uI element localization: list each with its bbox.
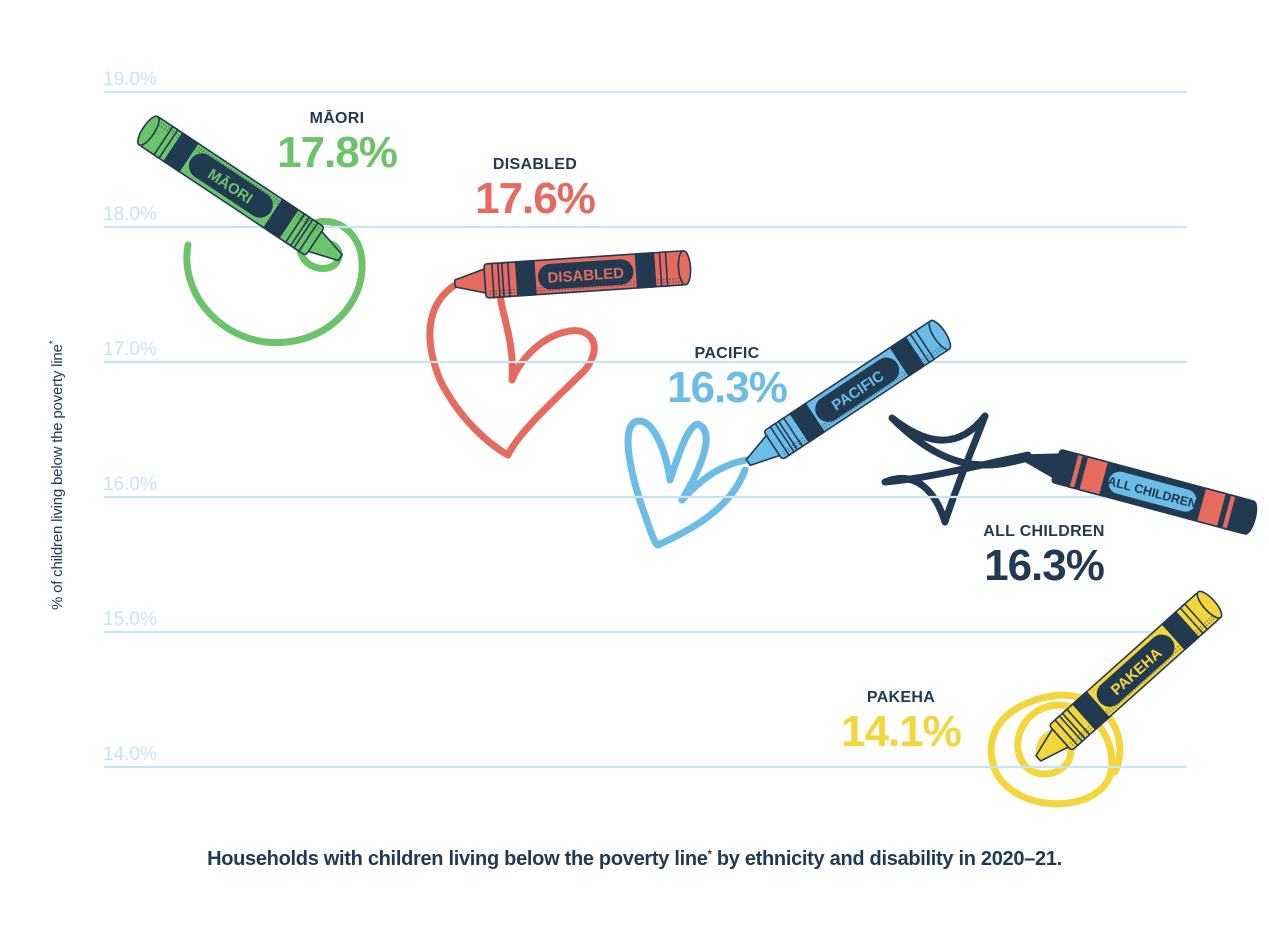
annotation-value: 14.1% (841, 707, 962, 756)
caption-footnote-mark: * (707, 848, 712, 861)
annotation-value: 16.3% (667, 363, 788, 412)
annotation-category: PACIFIC (694, 345, 760, 362)
y-axis-label: % of children living below the poverty l… (48, 341, 66, 610)
annotation-value: 17.6% (475, 174, 596, 223)
annotation-value: 17.8% (277, 128, 398, 177)
chart-caption: Households with children living below th… (0, 848, 1269, 871)
doodle-disabled-heart (426, 281, 598, 459)
annotation-category: PAKEHA (866, 689, 936, 706)
annotation-category: ALL CHILDREN (983, 523, 1105, 540)
crayon-pakeha: PAKEHA (1035, 590, 1223, 762)
crayon-maori: MĀORI (136, 115, 344, 262)
y-tick-18: 18.0% (103, 204, 157, 225)
annotation-maori: MĀORI 17.8% (262, 111, 412, 175)
doodle-pacific-heart (624, 417, 750, 549)
annotation-category: DISABLED (492, 156, 578, 173)
crayon-all-children: ALL CHILDREN (1025, 449, 1258, 535)
y-tick-19: 19.0% (103, 69, 157, 90)
crayon-disabled: DISABLED (454, 249, 692, 299)
y-tick-labels: 19.0% 18.0% 17.0% 16.0% 15.0% 14.0% (103, 69, 157, 765)
doodle-maori-spiral (183, 217, 366, 347)
caption-text-end: by ethnicity and disability in 2020–21. (711, 848, 1062, 870)
y-tick-14: 14.0% (103, 744, 157, 765)
annotation-all-children: ALL CHILDREN 16.3% (964, 524, 1124, 588)
annotation-disabled: DISABLED 17.6% (460, 157, 610, 221)
doodle-all-children-star (881, 412, 1032, 526)
annotation-value: 16.3% (984, 541, 1105, 590)
y-tick-16: 16.0% (103, 474, 157, 495)
y-axis-label-text: % of children living below the poverty l… (49, 344, 66, 610)
annotation-pakeha: PAKEHA 14.1% (826, 690, 976, 754)
annotation-category: MĀORI (309, 110, 365, 127)
y-tick-17: 17.0% (103, 339, 157, 360)
annotation-pacific: PACIFIC 16.3% (652, 346, 802, 410)
caption-text: Households with children living below th… (207, 848, 708, 870)
y-tick-15: 15.0% (103, 609, 157, 630)
crayon-label-disabled: DISABLED (547, 265, 625, 287)
y-axis-label-footnote-mark: * (48, 340, 59, 345)
